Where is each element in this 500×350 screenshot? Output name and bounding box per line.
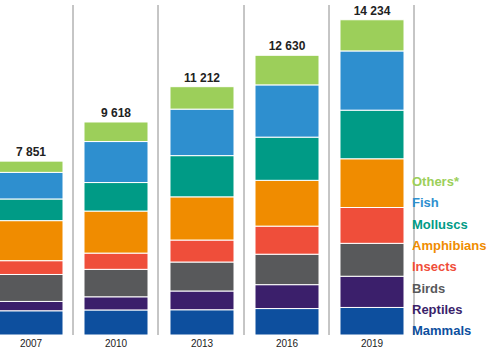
bar-segment [0,261,63,275]
bar-segment [0,172,63,199]
bar-segment [170,291,234,310]
totals: 7 851 9 618 11 212 12 630 14 234 [16,4,391,159]
bar-segment [340,159,404,208]
bar-segment [0,221,63,261]
legend-entry: Amphibians [412,238,486,253]
bar-segment [255,137,319,180]
bar-segment [84,183,148,212]
legend-entry: Insects [412,259,457,274]
bar-segment [84,269,148,296]
legend-entry: Reptiles [412,302,463,317]
column-separator [244,5,245,335]
bar-segment [0,311,63,335]
bars [0,20,404,335]
chart-container: 7 851 9 618 11 212 12 630 14 234 2007 2010 2013… [0,0,500,350]
bar-segment [255,85,319,137]
total-label: 12 630 [269,39,306,53]
bar-segment [255,226,319,254]
bar-segment [0,274,63,301]
bar-segment [0,301,63,310]
bar-segment [255,55,319,85]
bar-segment [340,307,404,335]
separators [73,5,414,335]
bar-segment [84,310,148,335]
bar-segment [340,51,404,110]
bar-segment [255,309,319,335]
column-separator [329,5,330,335]
bar-segment [170,156,234,197]
x-tick-label: 2016 [276,338,299,349]
legend-entry: Others* [412,174,460,189]
legend-entry: Fish [412,195,439,210]
bar-segment [255,180,319,226]
bar-segment [84,211,148,253]
bar-segment [255,254,319,284]
bar-segment [340,20,404,51]
total-label: 9 618 [101,106,131,120]
bar-segment [340,243,404,276]
x-tick-label: 2013 [191,338,214,349]
bar-segment [170,197,234,240]
column-separator [158,5,159,335]
legend-entry: Birds [412,281,445,296]
bar-segment [84,122,148,142]
x-tick-label: 2007 [20,338,43,349]
x-tick-label: 2010 [105,338,128,349]
chart: 7 851 9 618 11 212 12 630 14 234 2007 2010 2013… [0,0,500,350]
x-axis: 2007 2010 2013 2016 2019 [20,338,384,349]
bar-segment [340,110,404,159]
bar-segment [170,109,234,156]
total-label: 14 234 [354,4,391,18]
bar-segment [84,297,148,310]
bar-segment [0,199,63,221]
bar-segment [340,276,404,307]
bar-segment [0,161,63,172]
column-separator [73,5,74,335]
bar-segment [170,262,234,291]
bar-segment [170,87,234,109]
bar-segment [84,253,148,269]
bar-segment [170,310,234,335]
total-label: 11 212 [184,71,220,85]
legend: Others* Fish Molluscs Amphibians Insects Bird… [412,174,486,338]
legend-entry: Mammals [412,323,471,338]
bar-segment [340,207,404,243]
legend-entry: Molluscs [412,217,468,232]
bar-segment [170,240,234,262]
bar-segment [84,142,148,183]
x-tick-label: 2019 [361,338,384,349]
bar-segment [255,285,319,309]
total-label: 7 851 [16,145,46,159]
